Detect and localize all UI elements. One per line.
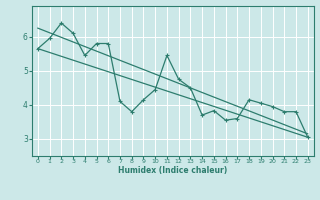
- X-axis label: Humidex (Indice chaleur): Humidex (Indice chaleur): [118, 166, 228, 175]
